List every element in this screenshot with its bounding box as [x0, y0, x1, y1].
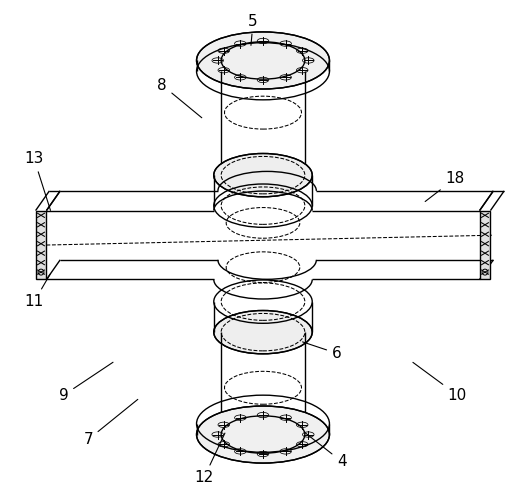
Text: 6: 6 [302, 342, 342, 361]
Bar [46, 210, 480, 280]
Ellipse shape [214, 310, 312, 354]
Text: 5: 5 [248, 13, 258, 46]
Bar [36, 210, 46, 280]
Text: 9: 9 [59, 362, 113, 402]
Bar [480, 210, 490, 280]
Ellipse shape [197, 32, 329, 89]
Text: 18: 18 [425, 171, 464, 201]
Text: 12: 12 [194, 433, 225, 486]
Text: 4: 4 [305, 432, 347, 469]
Text: 13: 13 [24, 151, 50, 210]
Text: 11: 11 [25, 275, 50, 309]
Ellipse shape [197, 406, 329, 463]
Text: 7: 7 [84, 399, 138, 447]
Text: 8: 8 [157, 78, 202, 118]
Ellipse shape [214, 153, 312, 197]
Text: 10: 10 [413, 362, 467, 402]
